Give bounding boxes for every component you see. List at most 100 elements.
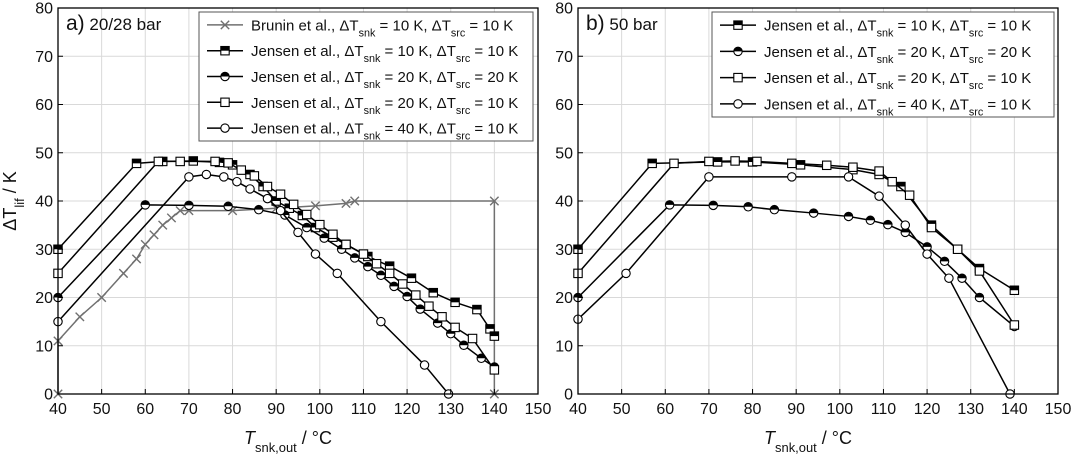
data-point (140, 200, 151, 210)
data-point (787, 172, 797, 182)
data-point (219, 172, 229, 182)
data-point (922, 242, 932, 252)
legend-item: Jensen et al., ΔTsnk = 10 K, ΔTsrc = 10 … (720, 18, 1031, 40)
data-point (896, 181, 906, 192)
legend-item: Jensen et al., ΔTsnk = 20 K, ΔTsrc = 20 … (207, 69, 518, 91)
legend-swatch-marker (220, 71, 230, 82)
data-point-fill (429, 288, 438, 293)
x-tick-label: 140 (481, 401, 508, 418)
y-tick-label: 50 (35, 145, 53, 162)
x-tick-label: 70 (700, 401, 718, 418)
data-point (708, 200, 719, 211)
legend-box (711, 11, 1055, 118)
legend-item: Jensen et al., ΔTsnk = 20 K, ΔTsrc = 10 … (207, 95, 518, 117)
data-point (301, 209, 312, 220)
y-tick-label: 20 (555, 290, 573, 307)
data-point (467, 333, 478, 344)
data-point (96, 292, 107, 303)
data-point-fill (402, 292, 412, 297)
data-point (288, 199, 299, 210)
data-point (883, 219, 893, 230)
data-point (843, 172, 854, 182)
legend-item: Jensen et al., ΔTsnk = 40 K, ΔTsrc = 10 … (720, 96, 1031, 118)
legend-label: Jensen et al., ΔTsnk = 20 K, ΔTsrc = 20 … (251, 69, 518, 91)
data-point (341, 239, 351, 250)
data-point-fill (302, 223, 311, 228)
legend-label: Jensen et al., ΔTsnk = 20 K, ΔTsrc = 10 … (764, 70, 1031, 92)
data-point (328, 229, 338, 240)
chart-panel-2: 40 50 60 70 80 90 100 110 120 130 140 150 0 10 20 30 40 5… (555, 1, 1071, 455)
x-tick-label: 120 (914, 401, 941, 418)
y-tick-label: 40 (555, 194, 573, 211)
data-point (489, 196, 500, 206)
legend-item: Jensen et al., ΔTsnk = 20 K, ΔTsrc = 20 … (720, 44, 1031, 66)
data-point (140, 239, 150, 250)
data-point (974, 292, 985, 303)
ticks: 40 50 60 70 80 90 100 110 120 130 140 150 0 10 20 30 40 5… (35, 1, 551, 419)
legend-swatch-marker (220, 45, 230, 56)
y-tick-label: 80 (555, 1, 573, 18)
series-line (577, 176, 1011, 395)
data-point-fill (844, 212, 853, 217)
data-point (131, 254, 142, 264)
data-point (158, 220, 168, 230)
data-point-fill (407, 274, 416, 279)
data-point (262, 181, 273, 192)
panel-title: b) 50 bar (586, 12, 658, 35)
data-point (341, 198, 351, 209)
x-tick-label: 60 (136, 401, 154, 418)
data-point-fill (809, 208, 818, 214)
data-point (249, 171, 260, 181)
series-5 (53, 169, 454, 399)
data-point (704, 156, 714, 167)
data-point (769, 204, 780, 215)
legend-label: Brunin et al., ΔTsnk = 10 K, ΔTsrc = 10 … (251, 17, 513, 39)
x-tick-label: 140 (1001, 401, 1028, 418)
data-point-fill (319, 233, 329, 239)
data-point-fill (647, 159, 657, 164)
data-point (1009, 320, 1020, 330)
x-tick-label: 100 (306, 401, 333, 418)
data-point-fill (957, 274, 967, 279)
data-point (874, 191, 884, 201)
data-point (472, 304, 482, 315)
data-point (376, 270, 386, 281)
legend-item: Brunin et al., ΔTsnk = 10 K, ΔTsrc = 10 … (207, 17, 513, 39)
data-point (175, 205, 185, 216)
data-point (922, 249, 932, 259)
data-point-fill (450, 298, 460, 303)
x-tick-label: 150 (525, 401, 552, 418)
data-point-fill (975, 293, 984, 298)
data-point-fill (254, 205, 263, 210)
legend: Brunin et al., ΔTsnk = 10 K, ΔTsrc = 10 … (198, 11, 534, 143)
data-point (358, 249, 369, 259)
x-tick-label: 60 (656, 401, 674, 418)
data-point (149, 230, 159, 240)
data-point (1009, 285, 1020, 296)
data-point (75, 312, 85, 322)
data-point-fill (713, 157, 722, 162)
x-tick-label: 120 (394, 401, 421, 418)
data-point-fill (189, 156, 198, 161)
legend-label: Jensen et al., ΔTsnk = 20 K, ΔTsrc = 10 … (251, 95, 518, 117)
data-point (262, 193, 273, 204)
x-tick-label: 130 (437, 401, 464, 418)
x-tick-label: 80 (224, 401, 242, 418)
data-point (424, 301, 434, 311)
data-point (363, 261, 373, 272)
data-point-fill (796, 160, 805, 165)
y-tick-label: 60 (555, 97, 573, 114)
legend-swatch-marker-fill (220, 72, 230, 77)
y-tick-label: 0 (44, 387, 53, 404)
legend-item: Jensen et al., ΔTsnk = 10 K, ΔTsrc = 10 … (207, 43, 518, 65)
data-point (389, 281, 399, 292)
x-tick-label: 90 (787, 401, 805, 418)
y-tick-label: 10 (555, 338, 573, 355)
data-point (275, 189, 286, 199)
data-point (795, 160, 806, 170)
data-point-fill (1010, 286, 1019, 291)
x-tick-label: 110 (871, 401, 897, 418)
data-point (184, 172, 194, 182)
